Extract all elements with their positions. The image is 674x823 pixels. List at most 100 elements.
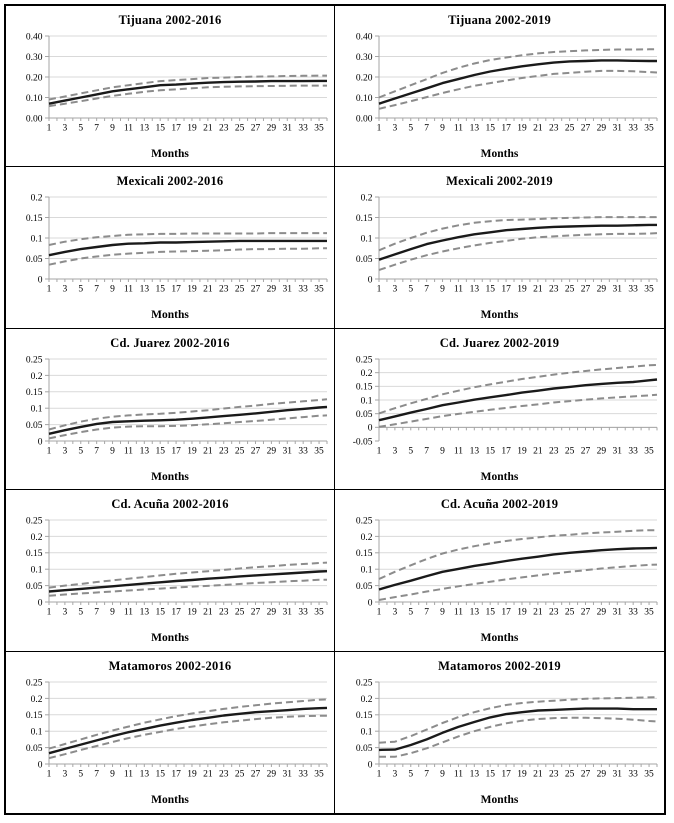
svg-text:31: 31 <box>612 608 622 618</box>
svg-text:5: 5 <box>408 285 413 295</box>
chart-plot: 00.050.10.150.21 3 5 7 9 11 13 15 17 19 21 23 25 27 29… <box>355 194 657 295</box>
svg-text:33: 33 <box>298 285 308 295</box>
chart-plot: 00.050.10.150.20.251 3 5 7 9 11 13 15 17 19 21 23 25… <box>26 517 328 618</box>
x-axis-label: Months <box>480 470 519 483</box>
svg-text:29: 29 <box>596 285 606 295</box>
svg-text:0.10: 0.10 <box>26 94 43 104</box>
svg-text:33: 33 <box>298 124 308 134</box>
svg-text:0.05: 0.05 <box>26 421 43 431</box>
svg-text:13: 13 <box>140 446 150 456</box>
svg-text:33: 33 <box>628 124 638 134</box>
svg-text:0.2: 0.2 <box>360 694 372 704</box>
svg-text:0: 0 <box>367 760 372 770</box>
svg-text:3: 3 <box>392 124 397 134</box>
svg-text:23: 23 <box>219 769 229 779</box>
svg-text:0.1: 0.1 <box>31 235 43 245</box>
svg-text:31: 31 <box>283 769 293 779</box>
svg-text:7: 7 <box>94 285 99 295</box>
svg-text:19: 19 <box>187 124 197 134</box>
svg-text:21: 21 <box>203 608 213 618</box>
svg-text:25: 25 <box>235 608 245 618</box>
svg-text:21: 21 <box>533 285 543 295</box>
chart-title: Mexicali 2002-2016 <box>116 174 224 189</box>
svg-text:27: 27 <box>580 446 590 456</box>
chart-plot: 00.050.10.150.20.251 3 5 7 9 11 13 15 17 19 21 23 25… <box>355 517 657 618</box>
svg-text:33: 33 <box>298 608 308 618</box>
svg-text:21: 21 <box>533 769 543 779</box>
svg-text:1: 1 <box>47 124 52 134</box>
chart-title: Matamoros 2002-2019 <box>438 658 561 673</box>
chart-cell-cd-acuna-2002-2016: Cd. Acuña 2002-2016 0 0.05 0.1 0.15 0.2 0.25 1… <box>6 490 335 652</box>
svg-text:0.15: 0.15 <box>355 711 372 721</box>
svg-text:5: 5 <box>78 608 83 618</box>
svg-text:5: 5 <box>78 124 83 134</box>
svg-text:0.05: 0.05 <box>26 255 43 265</box>
svg-text:15: 15 <box>485 608 495 618</box>
svg-text:25: 25 <box>564 124 574 134</box>
svg-text:15: 15 <box>155 769 165 779</box>
svg-text:0.2: 0.2 <box>31 533 43 543</box>
svg-text:35: 35 <box>644 608 654 618</box>
svg-text:0.05: 0.05 <box>355 744 372 754</box>
svg-text:31: 31 <box>283 124 293 134</box>
svg-text:9: 9 <box>110 285 115 295</box>
svg-text:17: 17 <box>501 769 511 779</box>
svg-text:7: 7 <box>94 124 99 134</box>
svg-text:0.1: 0.1 <box>360 566 372 576</box>
svg-text:0.25: 0.25 <box>26 355 43 365</box>
svg-text:9: 9 <box>110 769 115 779</box>
svg-text:33: 33 <box>298 446 308 456</box>
svg-text:1: 1 <box>47 769 52 779</box>
svg-text:11: 11 <box>124 446 133 456</box>
svg-text:0.15: 0.15 <box>26 214 43 224</box>
svg-text:1: 1 <box>376 769 381 779</box>
svg-text:0.1: 0.1 <box>360 235 372 245</box>
svg-text:11: 11 <box>453 769 462 779</box>
svg-text:5: 5 <box>78 446 83 456</box>
svg-text:0.05: 0.05 <box>26 744 43 754</box>
svg-text:35: 35 <box>644 446 654 456</box>
svg-text:0.10: 0.10 <box>355 94 372 104</box>
x-axis-label: Months <box>480 793 519 806</box>
x-axis-label: Months <box>480 632 519 645</box>
svg-text:25: 25 <box>564 285 574 295</box>
chart-cell-cd-juarez-2002-2016: Cd. Juarez 2002-2016 0 0.05 0.1 0.15 0.2 0.25… <box>6 328 335 491</box>
x-axis-label: Months <box>480 148 519 160</box>
chart-cell-mexicali-2002-2016: Mexicali 2002-2016 0 0.05 0.1 0.15 0.2 1 3 5 7 9 1… <box>6 167 335 329</box>
svg-text:0.1: 0.1 <box>31 727 43 737</box>
svg-text:19: 19 <box>517 124 527 134</box>
svg-text:11: 11 <box>124 769 133 779</box>
svg-text:23: 23 <box>219 446 229 456</box>
svg-text:3: 3 <box>63 446 68 456</box>
svg-text:0.15: 0.15 <box>355 214 372 224</box>
svg-text:0.2: 0.2 <box>31 194 43 204</box>
svg-text:23: 23 <box>548 608 558 618</box>
svg-text:31: 31 <box>283 285 293 295</box>
svg-text:0.1: 0.1 <box>360 727 372 737</box>
svg-text:19: 19 <box>517 285 527 295</box>
svg-text:15: 15 <box>155 124 165 134</box>
svg-text:19: 19 <box>187 608 197 618</box>
svg-text:5: 5 <box>408 124 413 134</box>
svg-text:7: 7 <box>424 608 429 618</box>
svg-text:1: 1 <box>376 124 381 134</box>
svg-text:1: 1 <box>47 446 52 456</box>
svg-text:9: 9 <box>110 608 115 618</box>
svg-text:23: 23 <box>548 285 558 295</box>
svg-text:15: 15 <box>155 608 165 618</box>
svg-text:19: 19 <box>187 285 197 295</box>
svg-text:1: 1 <box>376 285 381 295</box>
svg-text:11: 11 <box>453 124 462 134</box>
svg-text:15: 15 <box>485 446 495 456</box>
svg-text:7: 7 <box>94 608 99 618</box>
chart-plot: 00.050.10.150.20.251 3 5 7 9 11 13 15 17 19 21 23 25… <box>26 678 328 779</box>
svg-text:7: 7 <box>424 446 429 456</box>
svg-text:17: 17 <box>501 285 511 295</box>
svg-text:0.15: 0.15 <box>355 383 372 393</box>
svg-text:23: 23 <box>548 124 558 134</box>
svg-text:23: 23 <box>548 446 558 456</box>
svg-text:33: 33 <box>298 769 308 779</box>
svg-text:23: 23 <box>219 285 229 295</box>
svg-text:15: 15 <box>155 285 165 295</box>
svg-text:31: 31 <box>612 446 622 456</box>
